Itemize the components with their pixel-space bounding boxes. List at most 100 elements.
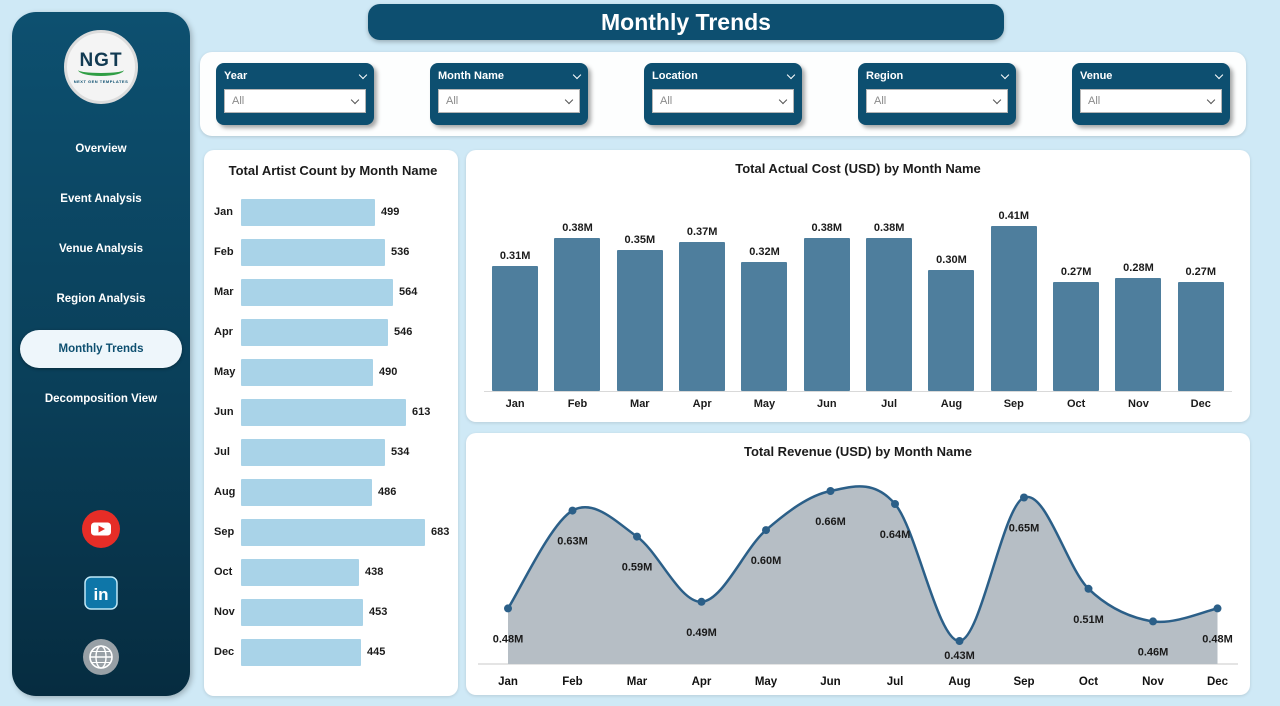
filter-year-dropdown[interactable]: All xyxy=(224,89,366,113)
value-label: 453 xyxy=(369,606,388,618)
value-label: 546 xyxy=(394,326,413,338)
value-label: 0.48M xyxy=(1202,633,1233,645)
cost-chart-months: Jan Feb Mar Apr May Jun Jul Aug Sep Oct Nov Dec xyxy=(484,398,1232,410)
value-label: 536 xyxy=(391,246,410,258)
social-links: in xyxy=(12,510,190,676)
filter-region-dropdown[interactable]: All xyxy=(866,89,1008,113)
bar[interactable] xyxy=(241,198,375,226)
category-label: Aug xyxy=(940,398,963,410)
sidebar-item-decomposition-view[interactable]: Decomposition View xyxy=(44,393,158,405)
data-point[interactable] xyxy=(568,506,577,515)
bar[interactable] xyxy=(554,238,601,391)
page-title: Monthly Trends xyxy=(368,4,1004,40)
linkedin-icon[interactable]: in xyxy=(82,574,120,612)
artist-count-chart-panel: Total Artist Count by Month Name Jan 499 F… xyxy=(204,150,458,696)
value-label: 0.49M xyxy=(686,627,717,639)
youtube-icon[interactable] xyxy=(82,510,120,548)
filter-location-header[interactable]: Location xyxy=(652,70,796,82)
artist-chart-rows: Jan 499 Feb 536 Mar 564 Apr 546 May 490 Jun 613 Jul 5… xyxy=(214,192,452,672)
bar[interactable] xyxy=(741,262,788,391)
category-label: Aug xyxy=(214,486,236,498)
category-label: Sep xyxy=(214,526,235,538)
artist-row: May 490 xyxy=(214,352,452,392)
bar[interactable] xyxy=(241,598,363,626)
artist-row: Mar 564 xyxy=(214,272,452,312)
bar[interactable] xyxy=(679,242,726,391)
category-label: Jan xyxy=(505,398,525,410)
bar[interactable] xyxy=(1177,282,1224,391)
bar[interactable] xyxy=(241,318,388,346)
bar[interactable] xyxy=(1115,278,1162,391)
data-point[interactable] xyxy=(1020,493,1028,502)
data-point[interactable] xyxy=(891,500,899,508)
filter-month-name-value: All xyxy=(446,95,459,107)
bar[interactable] xyxy=(492,266,539,391)
cost-chart-title: Total Actual Cost (USD) by Month Name xyxy=(735,161,981,176)
bar[interactable] xyxy=(990,226,1037,391)
sidebar-item-region-analysis[interactable]: Region Analysis xyxy=(56,293,146,305)
bar[interactable] xyxy=(866,238,913,391)
actual-cost-chart-panel: Total Actual Cost (USD) by Month Name 0.… xyxy=(466,150,1250,422)
artist-row: Apr 546 xyxy=(214,312,452,352)
data-point[interactable] xyxy=(633,532,641,541)
sidebar-item-monthly-trends[interactable]: Monthly Trends xyxy=(20,330,182,368)
logo-subtext: NEXT GEN TEMPLATES xyxy=(73,79,129,84)
category-label: Aug xyxy=(948,676,970,688)
filter-month-name-dropdown[interactable]: All xyxy=(438,89,580,113)
bar[interactable] xyxy=(241,438,385,466)
data-point[interactable] xyxy=(504,604,512,613)
value-label: 0.66M xyxy=(815,516,846,528)
filter-venue-dropdown[interactable]: All xyxy=(1080,89,1222,113)
cost-column: 0.38M xyxy=(858,222,920,391)
bar[interactable] xyxy=(241,278,393,306)
data-point[interactable] xyxy=(955,637,964,645)
data-point[interactable] xyxy=(1149,617,1157,626)
chevron-down-icon xyxy=(992,95,1002,104)
artist-row: Oct 438 xyxy=(214,552,452,592)
bar[interactable] xyxy=(241,478,372,506)
bar[interactable] xyxy=(241,238,385,266)
filter-venue-value: All xyxy=(1088,95,1101,107)
bar[interactable] xyxy=(928,270,975,391)
data-point[interactable] xyxy=(1084,584,1093,593)
sidebar-item-venue-analysis[interactable]: Venue Analysis xyxy=(59,243,143,255)
category-label: Feb xyxy=(567,398,588,410)
filter-year-header[interactable]: Year xyxy=(224,70,368,82)
cost-column: 0.28M xyxy=(1107,262,1169,391)
chevron-down-icon xyxy=(1000,70,1010,79)
website-globe-icon[interactable] xyxy=(82,638,120,676)
cost-chart-columns: 0.31M 0.38M 0.35M 0.37M 0.32M 0.38M 0.38M 0.30M… xyxy=(484,200,1232,392)
bar[interactable] xyxy=(803,238,850,391)
sidebar: NGT NEXT GEN TEMPLATES Overview Event An… xyxy=(12,12,190,696)
data-point[interactable] xyxy=(1213,604,1222,613)
filter-location-label: Location xyxy=(652,70,698,82)
filter-bar: Year All Month Name All Location All Reg… xyxy=(200,52,1246,136)
filter-venue-header[interactable]: Venue xyxy=(1080,70,1224,82)
value-label: 0.59M xyxy=(622,562,653,574)
sidebar-item-event-analysis[interactable]: Event Analysis xyxy=(60,193,142,205)
sidebar-item-overview[interactable]: Overview xyxy=(75,143,127,155)
bar[interactable] xyxy=(241,358,373,386)
category-label: Oct xyxy=(1066,398,1086,410)
filter-region-header[interactable]: Region xyxy=(866,70,1010,82)
bar[interactable] xyxy=(241,558,359,586)
value-label: 0.65M xyxy=(1009,523,1040,535)
bar[interactable] xyxy=(241,398,406,426)
bar[interactable] xyxy=(616,250,663,391)
bar[interactable] xyxy=(1053,282,1100,391)
bar[interactable] xyxy=(241,518,425,546)
data-point[interactable] xyxy=(697,597,706,606)
category-label: Nov xyxy=(1128,398,1149,410)
filter-month-name-header[interactable]: Month Name xyxy=(438,70,582,82)
filter-venue: Venue All xyxy=(1072,63,1230,125)
artist-chart-title: Total Artist Count by Month Name xyxy=(228,163,438,178)
filter-year-label: Year xyxy=(224,70,248,82)
data-point[interactable] xyxy=(762,526,770,535)
category-label: Nov xyxy=(214,606,235,618)
category-label: Oct xyxy=(1079,676,1098,688)
bar[interactable] xyxy=(241,638,361,666)
filter-location-dropdown[interactable]: All xyxy=(652,89,794,113)
data-point[interactable] xyxy=(826,487,835,495)
category-label: Mar xyxy=(214,286,234,298)
filter-location-value: All xyxy=(660,95,673,107)
